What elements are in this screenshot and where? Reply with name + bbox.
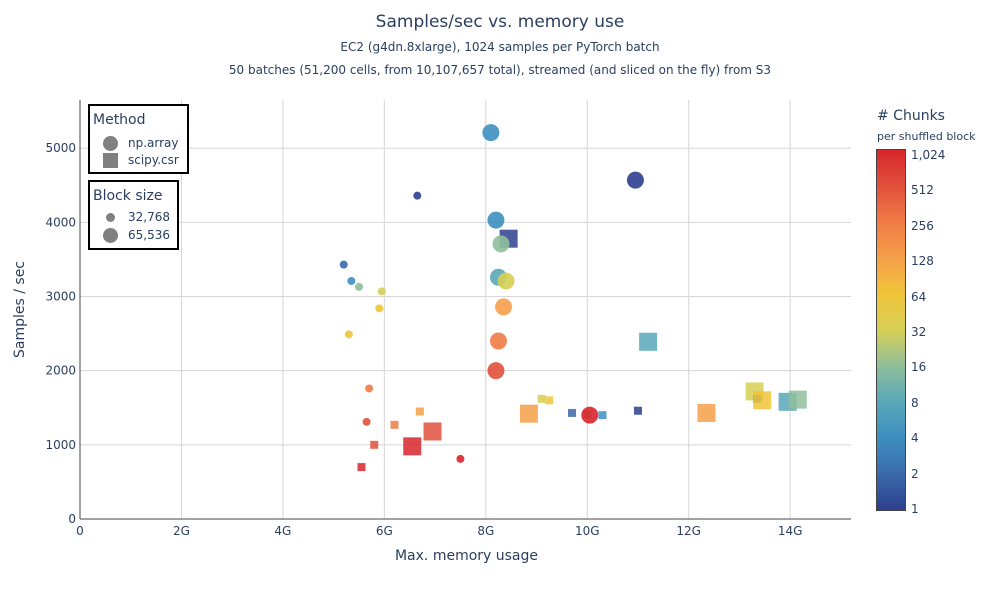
legend-item-65536[interactable]: 65,536	[98, 226, 170, 244]
data-point-np-array[interactable]	[492, 235, 510, 253]
colorbar-tick-label: 128	[911, 254, 934, 269]
data-point-np-array[interactable]	[344, 330, 353, 339]
y-tick-label: 1000	[45, 438, 76, 452]
data-point-scipy-csr[interactable]	[753, 391, 772, 410]
legend-method: Method np.array scipy.csr	[88, 104, 189, 174]
y-tick-label: 3000	[45, 290, 76, 304]
x-tick-label: 2G	[173, 524, 190, 538]
colorbar-tick-label: 512	[911, 183, 934, 198]
legend-block-size: Block size 32,768 65,536	[88, 180, 179, 250]
data-point-scipy-csr[interactable]	[639, 332, 658, 351]
y-tick-label: 5000	[45, 141, 76, 155]
colorbar-tick-label: 256	[911, 218, 934, 233]
x-tick-label: 0	[76, 524, 84, 538]
data-point-scipy-csr[interactable]	[403, 437, 422, 456]
data-point-np-array[interactable]	[339, 260, 348, 269]
data-point-np-array[interactable]	[497, 272, 515, 290]
colorbar-title: # Chunks	[877, 108, 945, 124]
legend-method-title: Method	[93, 112, 146, 128]
colorbar-tick-label: 8	[911, 395, 919, 410]
y-tick-label: 4000	[45, 215, 76, 229]
colorbar-tick-label: 16	[911, 360, 927, 375]
data-point-np-array[interactable]	[626, 171, 644, 189]
chart-subtitle-line-1: EC2 (g4dn.8xlarge), 1024 samples per PyT…	[340, 40, 660, 54]
circle-marker-icon	[98, 135, 122, 151]
y-axis-label: Samples / sec	[12, 261, 28, 358]
data-point-scipy-csr[interactable]	[537, 394, 546, 403]
x-tick-label: 10G	[575, 524, 600, 538]
square-marker-icon	[98, 152, 122, 168]
data-point-np-array[interactable]	[495, 298, 513, 316]
data-point-np-array[interactable]	[581, 406, 599, 424]
data-point-scipy-csr[interactable]	[633, 406, 642, 415]
data-point-scipy-csr[interactable]	[545, 396, 554, 405]
y-tick-label: 0	[68, 512, 76, 526]
data-point-np-array[interactable]	[487, 362, 505, 380]
chart-subtitle-line-2: 50 batches (51,200 cells, from 10,107,65…	[228, 63, 772, 77]
colorbar-tick-label: 32	[911, 325, 927, 339]
data-point-scipy-csr[interactable]	[788, 390, 807, 409]
data-point-np-array[interactable]	[456, 454, 465, 463]
data-point-scipy-csr[interactable]	[423, 422, 442, 441]
x-tick-label: 6G	[376, 524, 393, 538]
data-point-np-array[interactable]	[362, 417, 371, 426]
data-point-np-array[interactable]	[365, 384, 374, 393]
data-point-scipy-csr[interactable]	[415, 407, 424, 416]
legend-block-size-title: Block size	[93, 188, 163, 204]
legend-label: np.array	[128, 136, 179, 150]
data-point-np-array[interactable]	[487, 211, 505, 229]
legend-label: scipy.csr	[128, 153, 179, 167]
small-circle-marker-icon	[98, 212, 122, 222]
colorbar-tick-label: 1,024	[911, 148, 946, 162]
data-point-scipy-csr[interactable]	[568, 408, 577, 417]
data-point-scipy-csr[interactable]	[697, 403, 716, 422]
data-point-np-array[interactable]	[354, 282, 363, 291]
legend-item-scipy-csr[interactable]: scipy.csr	[98, 151, 179, 169]
data-point-scipy-csr[interactable]	[519, 404, 538, 423]
data-point-scipy-csr[interactable]	[390, 420, 399, 429]
legend-item-np-array[interactable]: np.array	[98, 134, 179, 152]
colorbar-tick-label: 4	[911, 431, 919, 446]
x-tick-label: 4G	[274, 524, 291, 538]
x-tick-label: 8G	[477, 524, 494, 538]
data-points-layer	[339, 124, 807, 472]
data-point-np-array[interactable]	[489, 332, 507, 350]
x-axis-label: Max. memory usage	[395, 548, 538, 564]
data-point-np-array[interactable]	[377, 287, 386, 296]
data-point-scipy-csr[interactable]	[357, 463, 366, 472]
colorbar-tick-label: 2	[911, 466, 919, 481]
data-point-np-array[interactable]	[347, 276, 356, 285]
large-circle-marker-icon	[98, 227, 122, 243]
data-point-scipy-csr[interactable]	[598, 411, 607, 420]
legend-label: 65,536	[128, 228, 170, 242]
x-tick-label: 14G	[778, 524, 803, 538]
colorbar-tick-label: 1	[911, 502, 919, 516]
y-tick-label: 2000	[45, 364, 76, 378]
legend-item-32768[interactable]: 32,768	[98, 208, 170, 226]
colorbar-gradient	[876, 149, 906, 511]
data-point-scipy-csr[interactable]	[370, 440, 379, 449]
chart-title: Samples/sec vs. memory use	[375, 12, 625, 32]
data-point-np-array[interactable]	[482, 124, 500, 142]
legend-label: 32,768	[128, 210, 170, 224]
data-point-np-array[interactable]	[375, 304, 384, 313]
colorbar-subtitle: per shuffled block	[877, 130, 976, 143]
data-point-np-array[interactable]	[413, 191, 422, 200]
colorbar-tick-label: 64	[911, 289, 927, 304]
axes-layer: 0 2G 4G 6G 8G 10G 12G 14G 0 1000 2000 3000 4000 5000 M…	[12, 100, 851, 564]
grid-layer	[80, 100, 851, 519]
x-tick-label: 12G	[676, 524, 701, 538]
